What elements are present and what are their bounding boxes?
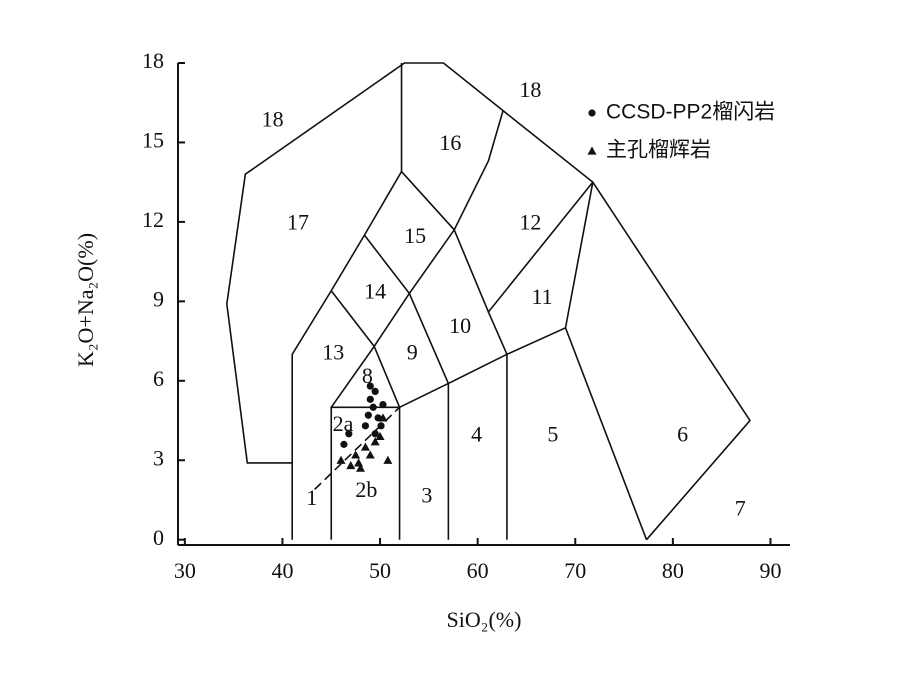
data-point <box>351 450 361 459</box>
field-boundary <box>291 63 403 540</box>
field-label: 1 <box>306 485 317 510</box>
data-point <box>354 458 364 467</box>
legend-label: CCSD-PP2榴闪岩 <box>606 101 775 124</box>
data-point <box>369 403 377 411</box>
field-label: 12 <box>519 210 541 235</box>
y-tick-label: 6 <box>153 366 164 391</box>
field-label: 17 <box>287 210 309 235</box>
field-label: 14 <box>364 278 386 303</box>
data-point <box>370 437 380 446</box>
data-point <box>383 455 393 464</box>
x-tick-label: 70 <box>564 558 586 583</box>
legend-marker <box>588 109 596 117</box>
field-label: 18 <box>262 106 284 131</box>
field-label: 15 <box>404 223 426 248</box>
data-point <box>371 387 379 395</box>
field-boundary <box>564 327 648 540</box>
y-axis-label: K₂O+Na₂O(%) <box>73 233 98 367</box>
data-point <box>336 455 346 464</box>
field-label: 18 <box>519 77 541 102</box>
field-boundary <box>330 181 594 348</box>
data-point <box>361 422 370 430</box>
data-point <box>340 440 348 448</box>
data-point <box>375 431 385 441</box>
field-label: 2b <box>355 477 377 502</box>
data-point <box>371 430 379 438</box>
x-tick-label: 80 <box>662 558 684 583</box>
field-boundary <box>400 110 504 232</box>
field-boundary <box>330 344 401 408</box>
field-boundary <box>363 234 450 540</box>
data-point <box>379 401 387 409</box>
field-label: 2a <box>333 411 354 436</box>
data-point <box>345 430 353 438</box>
field-label: 6 <box>677 421 688 446</box>
field-label: 9 <box>407 339 418 364</box>
field-label: 5 <box>547 421 558 446</box>
field-label: 13 <box>322 339 344 364</box>
y-tick-label: 9 <box>153 286 164 311</box>
legend-marker <box>587 146 597 155</box>
data-point <box>366 395 374 403</box>
x-tick-label: 90 <box>759 558 781 583</box>
field-label: 3 <box>421 482 432 507</box>
x-tick-label: 60 <box>467 558 489 583</box>
data-point <box>366 382 374 390</box>
field-boundary <box>487 311 508 540</box>
y-tick-label: 18 <box>142 48 164 73</box>
data-point <box>365 450 375 459</box>
y-tick-label: 3 <box>153 445 164 470</box>
data-point <box>346 461 356 470</box>
y-tick-label: 0 <box>153 525 164 550</box>
field-boundary <box>399 182 594 409</box>
x-tick-label: 40 <box>271 558 293 583</box>
x-tick-label: 50 <box>369 558 391 583</box>
data-point <box>378 413 388 422</box>
field-label: 16 <box>439 130 461 155</box>
data-point <box>364 411 372 419</box>
x-tick-label: 30 <box>174 558 196 583</box>
data-point <box>356 463 366 472</box>
field-label: 11 <box>531 284 552 309</box>
field-label: 10 <box>449 313 471 338</box>
legend-label: 主孔榴辉岩 <box>606 139 711 162</box>
data-point <box>377 422 385 430</box>
field-label: 7 <box>735 496 746 521</box>
data-point <box>360 442 370 451</box>
field-label: 4 <box>471 421 482 446</box>
y-tick-label: 15 <box>142 127 164 152</box>
field-label: 8 <box>362 363 373 388</box>
field-boundary <box>225 62 751 541</box>
y-tick-label: 12 <box>142 207 164 232</box>
x-axis-label: SiO₂(%) <box>447 607 522 632</box>
